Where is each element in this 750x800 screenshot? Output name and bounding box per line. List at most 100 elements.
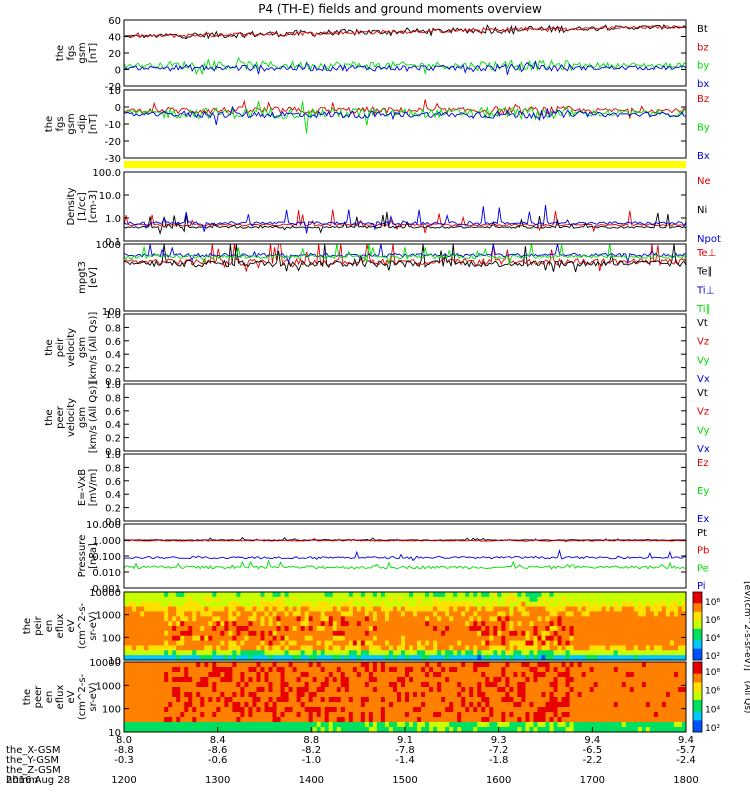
heat-cell <box>168 667 173 673</box>
heat-cell <box>232 672 237 678</box>
heat-cell <box>577 712 583 718</box>
heat-cell <box>457 630 462 637</box>
heat-cell <box>585 717 591 723</box>
heat-cell <box>124 667 129 673</box>
heat-cell <box>557 630 562 637</box>
heat-cell <box>372 655 378 661</box>
heat-cell <box>332 692 338 698</box>
y-axis-label: peer <box>33 685 44 709</box>
heat-cell <box>513 650 518 656</box>
heat-cell <box>284 601 289 607</box>
heat-cell <box>156 601 161 607</box>
heat-cell <box>613 655 619 661</box>
heat-cell <box>641 682 647 688</box>
heat-cell <box>521 630 526 637</box>
heat-cell <box>256 611 261 617</box>
heat-cell <box>409 601 414 607</box>
heat-cell <box>248 717 253 723</box>
heat-cell <box>529 727 534 733</box>
heat-cell <box>585 601 591 607</box>
heat-cell <box>380 672 386 678</box>
heat-cell <box>200 682 205 688</box>
heat-cell <box>673 662 679 668</box>
heat-cell <box>481 672 486 678</box>
heat-cell <box>152 640 157 646</box>
heat-cell <box>364 672 370 678</box>
series-line-Pi <box>123 548 687 562</box>
heat-cell <box>316 626 322 632</box>
y-axis-label: [km/s (All Qs)] <box>88 382 99 454</box>
heat-cell <box>372 717 378 723</box>
heat-cell <box>252 687 257 693</box>
heat-cell <box>200 727 205 733</box>
heat-cell <box>252 626 257 632</box>
heat-cell <box>597 596 603 603</box>
heat-cell <box>392 601 398 607</box>
heat-cell <box>324 667 330 673</box>
heat-cell <box>669 650 675 656</box>
heat-cell <box>192 707 197 713</box>
heat-cell <box>232 717 237 723</box>
heat-cell <box>477 621 482 627</box>
heat-cell <box>268 592 273 598</box>
heat-cell <box>669 611 675 617</box>
heat-cell <box>633 727 639 733</box>
heat-cell <box>392 662 398 668</box>
heat-cell <box>409 692 414 698</box>
heat-cell <box>417 596 422 603</box>
heat-cell <box>332 606 338 612</box>
heat-cell <box>276 717 281 723</box>
heat-cell <box>557 635 562 641</box>
heat-cell <box>581 592 587 598</box>
heat-cell <box>260 692 265 698</box>
heat-cell <box>665 630 671 637</box>
heat-cell <box>216 611 221 617</box>
heat-cell <box>417 697 422 703</box>
heat-cell <box>405 621 410 627</box>
heat-cell <box>637 606 643 612</box>
heat-cell <box>425 667 430 673</box>
heat-cell <box>312 611 318 617</box>
heat-cell <box>360 717 366 723</box>
heat-cell <box>124 677 129 683</box>
heat-cell <box>445 640 450 646</box>
heat-cell <box>124 601 129 607</box>
heat-cell <box>308 682 314 688</box>
heat-cell <box>569 640 574 646</box>
heat-cell <box>561 621 566 627</box>
heat-cell <box>312 640 318 646</box>
heat-cell <box>324 682 330 688</box>
heat-cell <box>617 596 623 603</box>
panel-frame <box>123 591 687 661</box>
heat-cell <box>417 707 422 713</box>
heat-cell <box>457 645 462 651</box>
heat-cell <box>669 630 675 637</box>
heat-cell <box>308 667 314 673</box>
heat-cell <box>124 717 129 723</box>
heat-cell <box>449 606 454 612</box>
heat-cell <box>577 727 583 733</box>
heat-cell <box>376 702 382 708</box>
heat-cell <box>481 606 486 612</box>
heat-cell <box>625 611 631 617</box>
heat-cell <box>296 682 302 688</box>
heat-cell <box>200 621 205 627</box>
heat-cell <box>505 616 510 622</box>
heat-cell <box>268 645 273 651</box>
heat-cell <box>132 640 137 646</box>
heat-cell <box>477 677 482 683</box>
heat-cell <box>665 592 671 598</box>
heat-cell <box>212 635 217 641</box>
colorbar-segment <box>693 617 702 621</box>
heat-cell <box>344 611 350 617</box>
heat-cell <box>276 611 281 617</box>
heat-cell <box>421 606 426 612</box>
y-tick-label: 1.0 <box>105 310 121 321</box>
heat-cell <box>160 626 165 632</box>
heat-cell <box>324 717 330 723</box>
y-axis-label: gsm <box>66 113 77 134</box>
heat-cell <box>441 672 446 678</box>
heat-cell <box>501 687 506 693</box>
